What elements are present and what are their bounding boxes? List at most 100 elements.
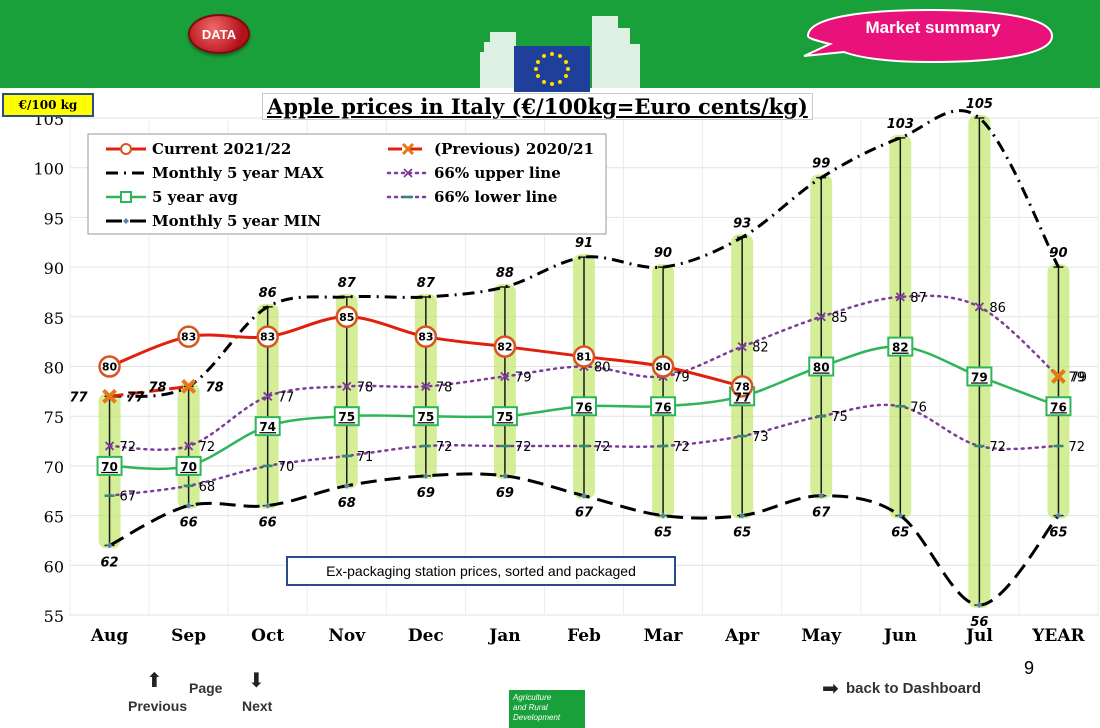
market-summary-link[interactable]: Market summary: [865, 18, 1001, 37]
upper-value-label: 78: [357, 380, 374, 395]
x-tick-label: May: [801, 626, 842, 646]
x-tick-label: Apr: [724, 626, 760, 646]
lower-value-label: 71: [357, 450, 374, 465]
upper-marker: [421, 381, 431, 392]
max-line: [109, 109, 1060, 398]
x-tick-label: Oct: [251, 626, 284, 646]
y-tick-label: 75: [44, 408, 64, 427]
previous-page-button[interactable]: Previous: [128, 698, 188, 714]
min-value-label: 62: [100, 555, 118, 570]
previous-line: [109, 384, 189, 398]
avg-marker: [491, 406, 518, 427]
previous-value-label: 77: [69, 390, 88, 405]
lower-value-label: 70: [278, 460, 295, 475]
avg-value-label: 70: [101, 460, 118, 474]
x-tick-label: Jul: [964, 626, 993, 646]
back-to-dashboard-link[interactable]: back to Dashboard: [846, 680, 982, 697]
current-marker: [177, 325, 200, 348]
agri-logo: Agriculture and Rural Development: [509, 690, 585, 728]
min-marker: [660, 512, 667, 519]
max-value-label: 90: [654, 246, 672, 261]
agri-logo-line: Agriculture: [513, 693, 552, 702]
min-marker: [976, 602, 983, 609]
avg-marker: [571, 396, 597, 417]
lower-value-label: 73: [752, 430, 769, 445]
y-tick-label: 100: [33, 160, 64, 179]
upper-value-label: 72: [199, 440, 216, 455]
arrow-down-icon[interactable]: ⬇: [248, 668, 265, 692]
min-marker: [739, 512, 746, 519]
previous-value-label: 78: [149, 380, 167, 395]
upper-value-label: 79: [515, 370, 532, 385]
current-legend-label: Current 2021/22: [152, 140, 291, 158]
lower-value-label: 72: [1068, 440, 1085, 455]
max-value-label: 105: [966, 97, 993, 112]
max-value-label: 77: [126, 390, 145, 405]
upper-value-label: 72: [120, 440, 137, 455]
y-tick-label: 90: [44, 259, 64, 278]
max-value-label: 103: [887, 117, 914, 132]
legend: Current 2021/22 (Previous) 2020/21 Monthly…: [87, 133, 607, 235]
page-number: 9: [1024, 658, 1035, 678]
lower-value-label: 76: [910, 400, 927, 415]
eu-stars-icon: [534, 52, 570, 86]
min-value-label: 69: [417, 486, 435, 501]
x-tick-label: Sep: [171, 626, 206, 646]
x-tick-label: Feb: [567, 626, 601, 646]
avg-marker: [650, 396, 677, 417]
avg-marker: [175, 455, 202, 476]
lower-value-label: 75: [831, 410, 848, 425]
avg-marker: [333, 406, 360, 427]
avg-value-label: 76: [576, 400, 593, 414]
data-button[interactable]: DATA: [188, 14, 250, 54]
avg-value-label: 76: [655, 400, 672, 414]
current-marker: [493, 335, 517, 358]
min-value-label: 65: [733, 526, 751, 541]
min-value-label: 65: [1049, 526, 1067, 541]
lower-value-label: 68: [199, 480, 216, 495]
current-value-label: 85: [339, 311, 354, 324]
min-value-label: 67: [575, 506, 594, 521]
avg-value-label: 80: [813, 361, 830, 375]
min-value-label: 68: [338, 496, 356, 511]
upper-marker: [895, 292, 905, 302]
upper-value-label: 79: [673, 370, 690, 385]
legend-marker: [120, 191, 132, 203]
current-value-label: 83: [418, 331, 433, 344]
min-value-label: 56: [970, 615, 988, 630]
legend-marker: [401, 142, 415, 156]
max-value-label: 86: [259, 286, 277, 301]
min-marker: [343, 482, 350, 489]
x-tick-label: Mar: [644, 626, 684, 646]
legend-marker: [123, 218, 129, 224]
y-tick-label: 85: [44, 309, 64, 328]
note-box: Ex-packaging station prices, sorted and …: [286, 556, 676, 586]
current-marker: [730, 375, 754, 398]
avg-marker: [887, 336, 914, 357]
x-axis: Aug Sep Oct Nov Dec Jan Feb Mar Apr May Jun Jul YEAR: [90, 626, 1086, 646]
avg-value-label: 75: [497, 410, 514, 424]
upper-marker: [816, 312, 826, 322]
speech-bubble-icon: [803, 8, 1054, 64]
x-tick-label: YEAR: [1031, 626, 1085, 646]
min-marker: [185, 502, 192, 509]
agri-logo-line: Development: [513, 713, 561, 722]
y-tick-label: 65: [44, 508, 64, 527]
next-page-button[interactable]: Next: [242, 698, 273, 714]
y-tick-label: 95: [44, 209, 64, 228]
avg-value-label: 82: [892, 341, 909, 355]
lower-value-label: 72: [989, 440, 1006, 455]
current-marker: [335, 305, 359, 329]
current-marker: [414, 325, 438, 348]
arrow-right-icon[interactable]: ➡: [822, 676, 839, 700]
max-value-label: 93: [733, 216, 751, 231]
avg-value-label: 75: [417, 410, 434, 424]
x-tick-label: Aug: [90, 626, 129, 646]
avg-value-label: 76: [1050, 400, 1067, 414]
upper-marker: [183, 441, 194, 451]
previous-legend-label: (Previous) 2020/21: [434, 140, 594, 158]
arrow-up-icon[interactable]: ⬆: [146, 668, 163, 692]
upper-value-label: 82: [752, 341, 769, 356]
agri-logo-line: and Rural: [513, 703, 548, 712]
min-value-label: 69: [496, 486, 514, 501]
